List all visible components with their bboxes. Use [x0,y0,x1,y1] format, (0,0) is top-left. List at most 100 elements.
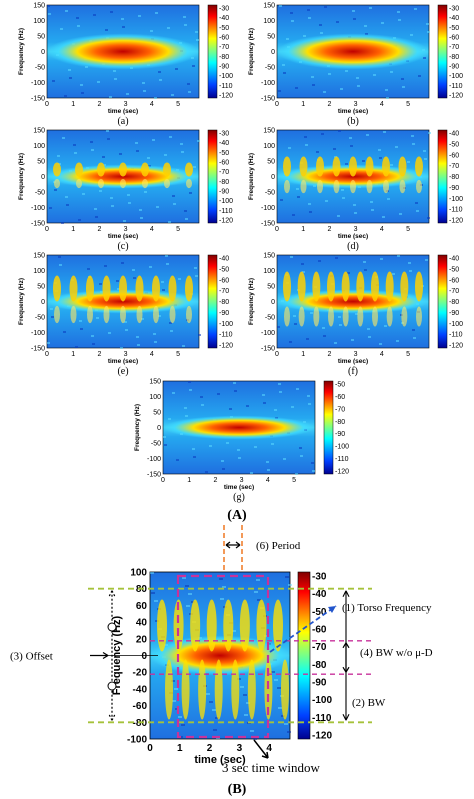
noise-speckle [355,313,358,315]
colorbar-tick-label: -100 [449,73,463,80]
colorbar-tick-label: -50 [335,382,345,389]
noise-speckle [289,341,292,343]
noise-speckle [110,197,113,199]
noise-speckle [263,402,266,404]
noise-speckle [286,38,289,40]
x-tick-label: 3 [354,351,358,358]
colorbar-tick-label: -120 [312,731,332,742]
noise-speckle [102,156,105,158]
noise-speckle [338,130,341,132]
colorbar-tick-label: -60 [449,277,459,284]
colorbar-tick-label: -100 [219,198,233,205]
noise-speckle [364,269,367,271]
noise-speckle [385,89,388,91]
noise-speckle [164,154,167,156]
noise-speckle [54,189,57,191]
noise-speckle [229,408,232,410]
noise-speckle [161,281,164,283]
colorbar-tick-label: -60 [219,160,229,167]
y-axis-label: Frequency (Hz) [18,278,25,325]
noise-speckle [246,702,250,704]
noise-speckle [274,409,277,411]
x-tick-label: 4 [150,351,154,358]
colorbar-tick-label: -100 [335,444,349,451]
torso-frequency-arrowhead [328,606,336,613]
micro-doppler-spike [54,305,60,324]
y-tick-label: 50 [37,159,45,166]
noise-speckle [162,289,165,291]
colorbar [207,254,218,349]
figure-a-label: (A) [227,508,247,523]
x-axis-label: time (sec) [194,754,246,766]
noise-speckle [141,318,144,320]
y-tick-label: 150 [33,128,45,135]
noise-speckle [425,259,428,261]
micro-doppler-spike [164,178,170,189]
noise-speckle [356,77,359,79]
y-tick-label: 100 [263,143,275,150]
x-tick-label: 0 [45,101,49,108]
noise-speckle [164,444,167,446]
micro-doppler-spike [299,156,308,177]
noise-speckle [416,210,419,212]
noise-speckle [166,263,169,265]
offset-arrow [90,651,109,660]
offset-annotation: (3) Offset [10,651,53,663]
noise-speckle [334,342,337,344]
micro-doppler-spike [313,306,320,327]
noise-speckle [366,134,369,136]
noise-speckle [79,320,82,322]
colorbar-tick-label: -80 [219,54,229,61]
colorbar-tick-label: -70 [449,44,459,51]
micro-doppler-spike [152,275,160,302]
x-tick-label: 3 [124,101,128,108]
micro-doppler-spike [119,162,127,177]
x-tick-label: 3 [354,101,358,108]
noise-speckle [153,333,156,335]
micro-doppler-spike [333,179,340,194]
panel-caption: (f) [348,366,358,377]
noise-speckle [281,715,285,717]
y-tick-label: 0 [271,174,275,181]
noise-speckle [127,194,130,196]
micro-doppler-spike [273,599,283,652]
noise-speckle [171,680,175,682]
noise-speckle [354,212,357,214]
noise-speckle [277,687,281,689]
micro-doppler-spike [214,659,223,720]
noise-speckle [370,201,373,203]
noise-speckle [303,35,306,37]
noise-speckle [368,336,371,338]
noise-speckle [198,334,201,336]
noise-speckle [282,64,285,66]
noise-speckle [188,381,191,383]
y-tick-label: 50 [37,284,45,291]
colorbar-tick-label: -80 [335,419,345,426]
noise-speckle [137,344,140,346]
y-tick-label: -50 [151,441,161,448]
y-tick-label: -50 [265,190,275,197]
noise-speckle [324,6,327,8]
micro-doppler-spike [54,178,60,189]
noise-speckle [188,593,192,595]
micro-doppler-spike [231,659,240,720]
y-tick-label: -100 [31,80,45,87]
y-tick-label: 0 [271,49,275,56]
x-axis-label: time (sec) [338,108,368,115]
x-tick-label: 2 [327,351,331,358]
noise-speckle [105,29,108,31]
noise-speckle [280,199,283,201]
micro-doppler-spike [357,306,364,327]
noise-speckle [423,150,426,152]
noise-speckle [150,572,154,574]
y-tick-label: 150 [33,253,45,260]
noise-speckle [308,17,311,19]
noise-speckle [290,12,293,14]
noise-speckle [278,707,282,709]
x-tick-label: 1 [301,101,305,108]
colorbar-tick-label: -100 [312,695,332,706]
torso-band [47,33,199,70]
